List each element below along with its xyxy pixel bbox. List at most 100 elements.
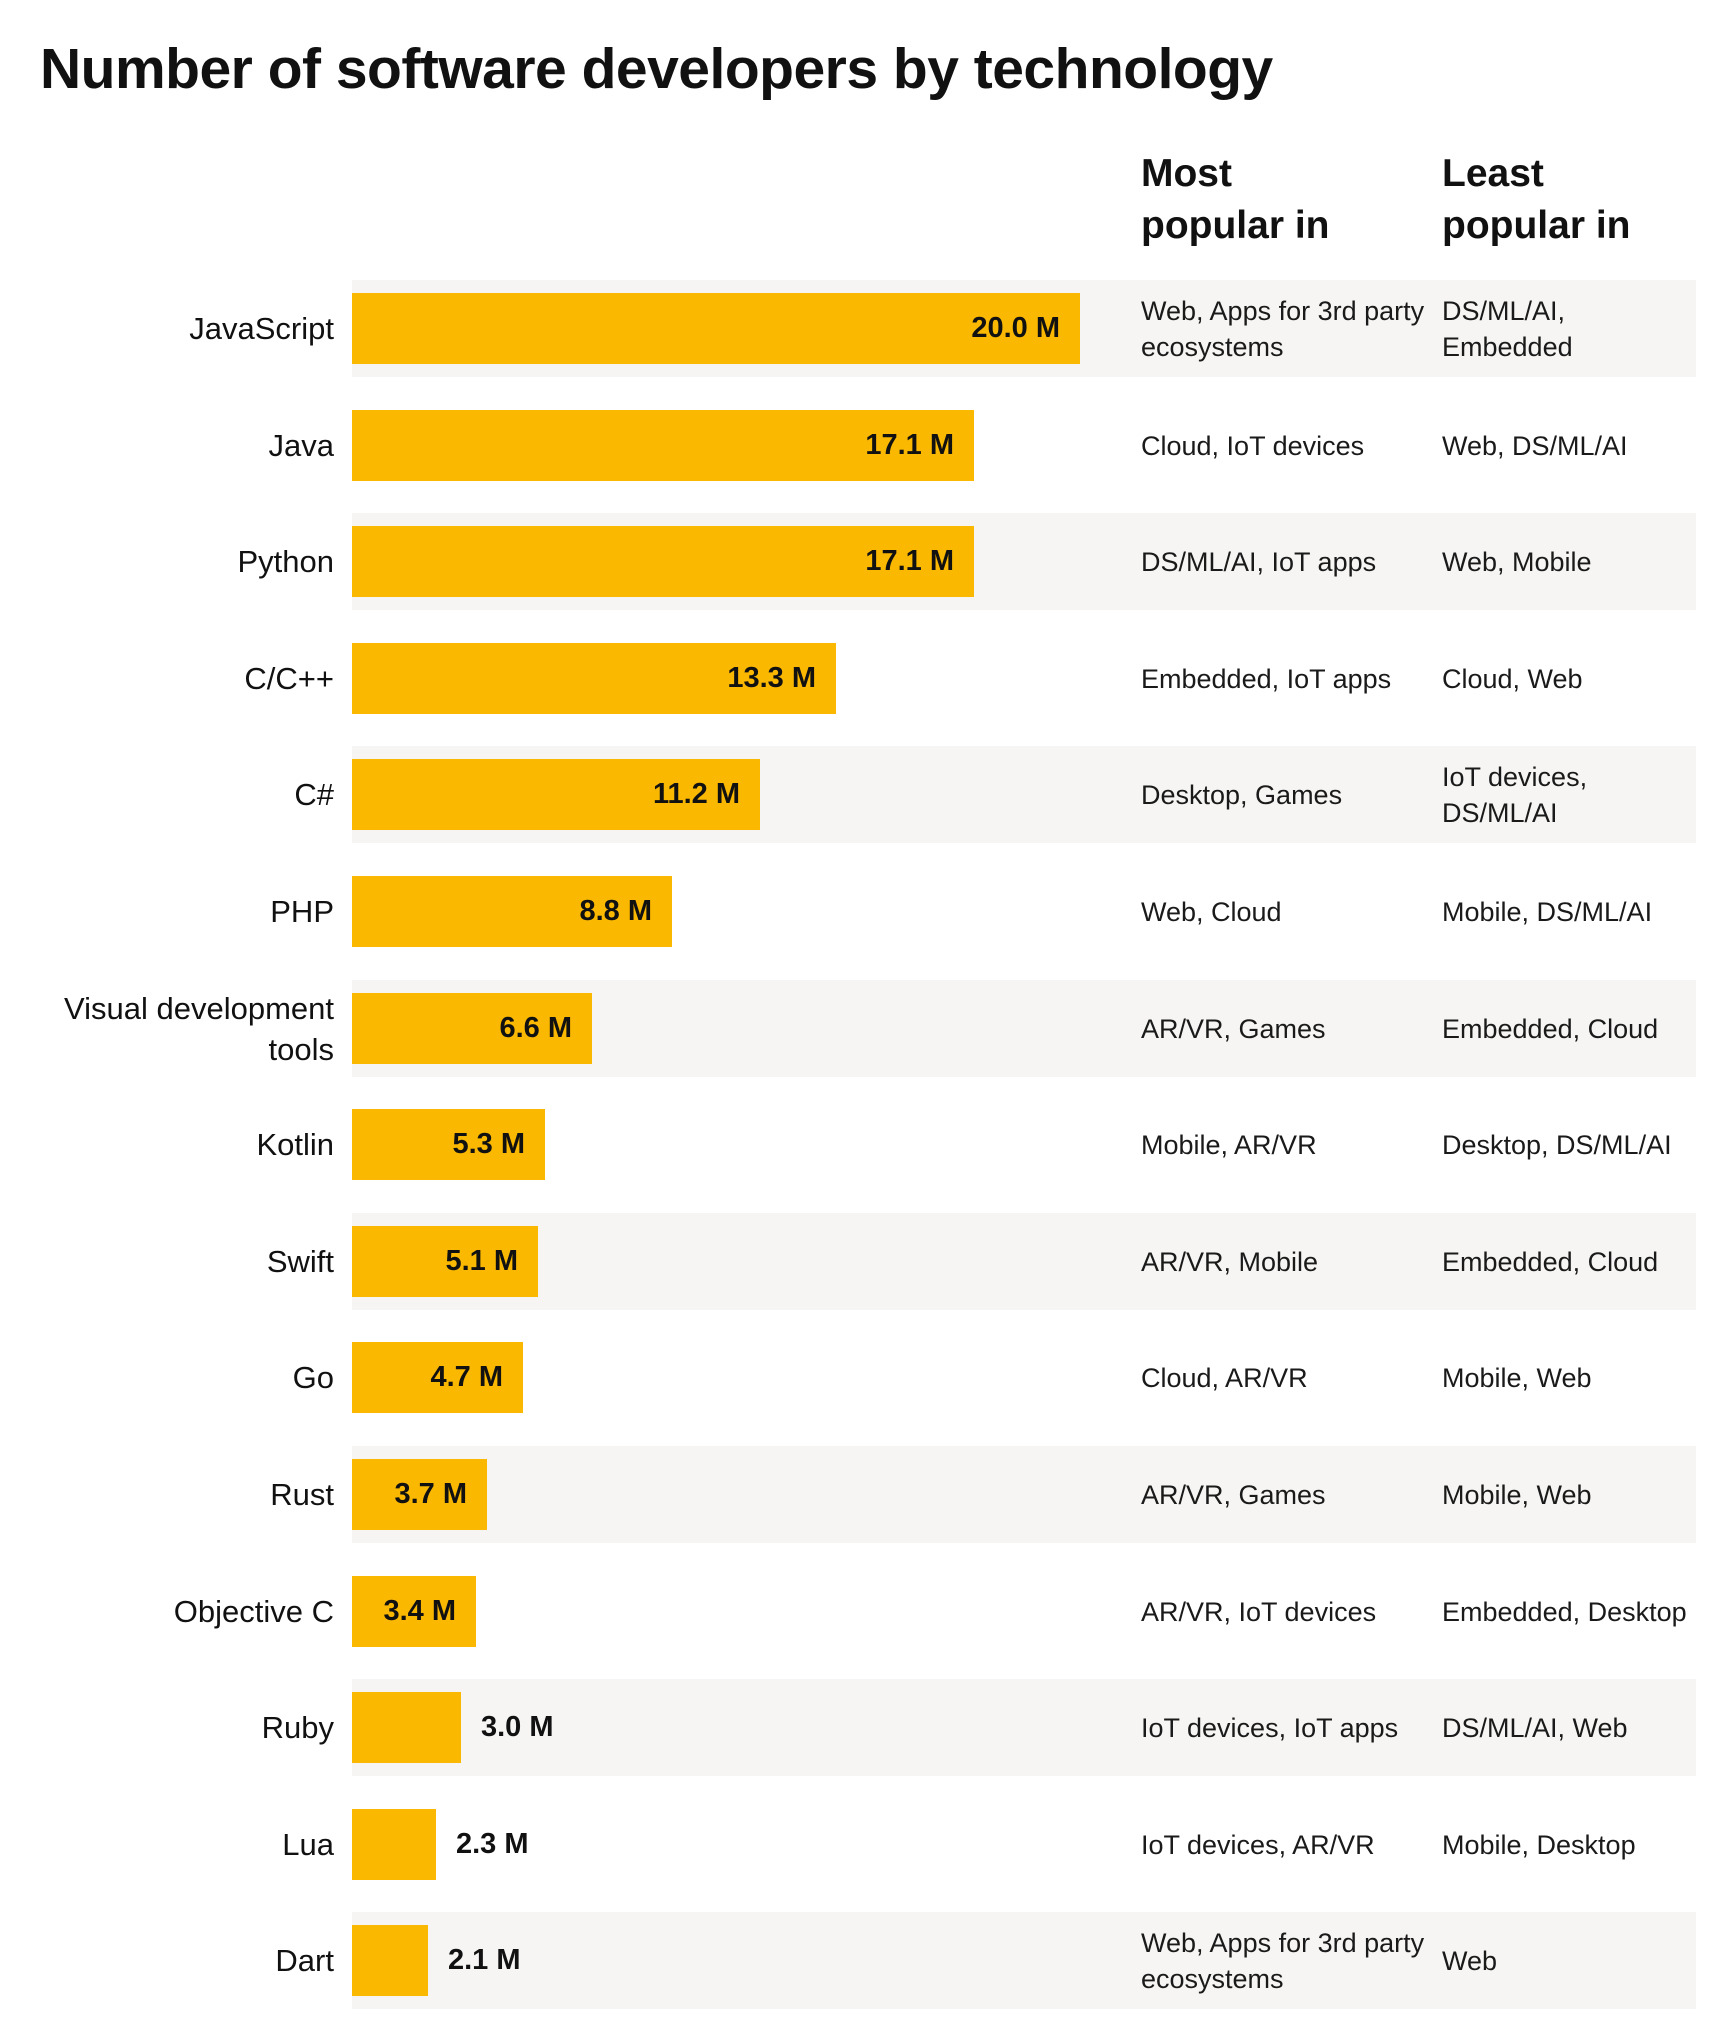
table-row: Objective C 3.4 M AR/VR, IoT devices Embedd…	[0, 1563, 1732, 1660]
bar	[352, 1692, 461, 1763]
least-popular-cell: IoT devices, DS/ML/AI	[1442, 761, 1588, 828]
category-label: Swift	[266, 1244, 334, 1279]
table-row: Dart 2.1 M Web, Apps for 3rd party ecosyst…	[0, 1912, 1732, 2009]
bar	[352, 1576, 476, 1647]
value-label: 4.7 M	[430, 1361, 503, 1393]
most-popular-header: Most popular in	[1141, 148, 1330, 252]
table-row: Java 17.1 M Cloud, IoT devices Web, DS/ML/A…	[0, 397, 1732, 494]
value-label: 17.1 M	[865, 545, 954, 577]
row-band	[352, 1446, 1696, 1543]
chart-title: Number of software developers by technol…	[40, 37, 1273, 101]
least-popular-cell: Embedded, Desktop	[1442, 1596, 1687, 1627]
most-popular-cell: IoT devices, IoT apps	[1141, 1712, 1399, 1743]
value-label: 3.0 M	[481, 1711, 554, 1743]
bar	[352, 1459, 487, 1530]
category-label: JavaScript	[189, 311, 334, 346]
bar	[352, 643, 836, 714]
most-popular-cell: Desktop, Games	[1141, 779, 1343, 810]
table-row: JavaScript 20.0 M Web, Apps for 3rd party …	[0, 280, 1732, 377]
least-popular-cell: Mobile, Web	[1442, 1479, 1592, 1510]
least-popular-cell: Mobile, DS/ML/AI	[1442, 896, 1653, 927]
bar	[352, 1809, 436, 1880]
least-popular-cell: DS/ML/AI, Web	[1442, 1712, 1628, 1743]
least-popular-cell: Web, DS/ML/AI	[1442, 430, 1628, 461]
value-label: 2.1 M	[448, 1944, 521, 1976]
row-band	[352, 1679, 1696, 1776]
table-row: Lua 2.3 M IoT devices, AR/VR Mobile, Deskto…	[0, 1796, 1732, 1893]
least-popular-header: Least popular in	[1442, 148, 1631, 252]
value-label: 13.3 M	[727, 662, 816, 694]
category-label: PHP	[270, 894, 334, 929]
category-label: Go	[292, 1360, 334, 1395]
bar	[352, 876, 672, 947]
category-label: C#	[294, 777, 334, 812]
category-label: Rust	[270, 1477, 334, 1512]
bar	[352, 410, 974, 481]
least-popular-cell: DS/ML/AI, Embedded	[1442, 295, 1573, 362]
table-row: Ruby 3.0 M IoT devices, IoT apps DS/ML/AI, …	[0, 1679, 1732, 1776]
table-row: Python 17.1 M DS/ML/AI, IoT apps Web, Mobil…	[0, 513, 1732, 610]
bar	[352, 1226, 538, 1297]
least-popular-cell: Cloud, Web	[1442, 663, 1583, 694]
category-label: Ruby	[261, 1710, 334, 1745]
table-row: C# 11.2 M Desktop, Games IoT devices, DS/ML…	[0, 746, 1732, 843]
least-popular-cell: Embedded, Cloud	[1442, 1246, 1659, 1277]
bar	[352, 993, 592, 1064]
category-label: Java	[268, 428, 334, 463]
value-label: 3.7 M	[394, 1478, 467, 1510]
most-popular-cell: Web, Cloud	[1141, 896, 1282, 927]
category-label: Lua	[282, 1827, 334, 1862]
table-row: PHP 8.8 M Web, Cloud Mobile, DS/ML/AI	[0, 863, 1732, 960]
most-popular-cell: Embedded, IoT apps	[1141, 663, 1392, 694]
category-label: Objective C	[173, 1594, 334, 1629]
most-popular-header-line2: popular in	[1141, 204, 1330, 247]
row-band	[352, 1213, 1696, 1310]
most-popular-cell: AR/VR, Games	[1141, 1013, 1326, 1044]
value-label: 20.0 M	[971, 312, 1060, 344]
most-popular-cell: Web, Apps for 3rd party ecosystems	[1141, 1927, 1425, 1994]
table-row: Swift 5.1 M AR/VR, Mobile Embedded, Cloud	[0, 1213, 1732, 1310]
row-band	[352, 1912, 1696, 2009]
category-label: C/C++	[244, 661, 334, 696]
most-popular-cell: Web, Apps for 3rd party ecosystems	[1141, 295, 1425, 362]
least-popular-cell: Web, Mobile	[1442, 546, 1592, 577]
most-popular-cell: Mobile, AR/VR	[1141, 1129, 1317, 1160]
category-label: Visual development tools	[64, 990, 334, 1067]
most-popular-cell: AR/VR, Mobile	[1141, 1246, 1319, 1277]
bar	[352, 1925, 428, 1996]
value-label: 2.3 M	[456, 1828, 529, 1860]
value-label: 5.3 M	[452, 1128, 525, 1160]
least-popular-cell: Mobile, Desktop	[1442, 1829, 1636, 1860]
value-label: 11.2 M	[652, 778, 740, 810]
most-popular-cell: AR/VR, Games	[1141, 1479, 1326, 1510]
value-label: 6.6 M	[499, 1012, 572, 1044]
least-popular-cell: Web	[1442, 1945, 1498, 1976]
bar	[352, 526, 974, 597]
least-popular-cell: Embedded, Cloud	[1442, 1013, 1659, 1044]
most-popular-cell: IoT devices, AR/VR	[1141, 1829, 1375, 1860]
category-label: Python	[237, 544, 334, 579]
table-row: Kotlin 5.3 M Mobile, AR/VR Desktop, DS/ML/A…	[0, 1096, 1732, 1193]
least-popular-cell: Mobile, Web	[1442, 1362, 1592, 1393]
most-popular-cell: Cloud, AR/VR	[1141, 1362, 1308, 1393]
bar	[352, 1342, 523, 1413]
bar	[352, 293, 1080, 364]
value-label: 5.1 M	[445, 1245, 518, 1277]
bar	[352, 759, 760, 830]
value-label: 3.4 M	[383, 1595, 456, 1627]
table-row: Rust 3.7 M AR/VR, Games Mobile, Web	[0, 1446, 1732, 1543]
category-label: Dart	[275, 1943, 334, 1978]
most-popular-header-line1: Most	[1141, 152, 1232, 195]
most-popular-cell: Cloud, IoT devices	[1141, 430, 1365, 461]
category-label: Kotlin	[256, 1127, 334, 1162]
least-popular-header-line1: Least	[1442, 152, 1544, 195]
least-popular-cell: Desktop, DS/ML/AI	[1442, 1129, 1672, 1160]
least-popular-header-line2: popular in	[1442, 204, 1631, 247]
value-label: 8.8 M	[579, 895, 652, 927]
bar	[352, 1109, 545, 1180]
most-popular-cell: DS/ML/AI, IoT apps	[1141, 546, 1377, 577]
table-row: Visual development tools 6.6 M AR/VR, Game…	[0, 980, 1732, 1077]
table-row: Go 4.7 M Cloud, AR/VR Mobile, Web	[0, 1329, 1732, 1426]
most-popular-cell: AR/VR, IoT devices	[1141, 1596, 1377, 1627]
table-row: C/C++ 13.3 M Embedded, IoT apps Cloud, Web	[0, 630, 1732, 727]
